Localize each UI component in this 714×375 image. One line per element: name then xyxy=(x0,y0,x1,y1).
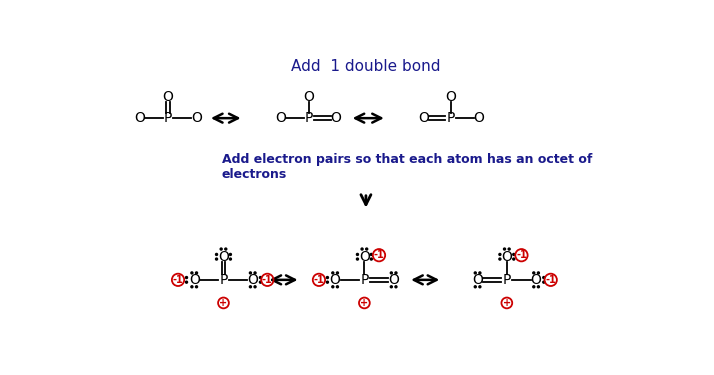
Text: O: O xyxy=(188,273,200,287)
Circle shape xyxy=(249,286,251,288)
Text: -1: -1 xyxy=(173,275,183,285)
Circle shape xyxy=(538,286,539,288)
Circle shape xyxy=(196,272,198,274)
Circle shape xyxy=(191,272,193,274)
Circle shape xyxy=(533,286,535,288)
Circle shape xyxy=(186,281,188,283)
Circle shape xyxy=(186,276,188,279)
Circle shape xyxy=(395,286,397,288)
Circle shape xyxy=(326,276,328,279)
Text: O: O xyxy=(473,111,485,125)
Circle shape xyxy=(191,286,193,288)
Text: O: O xyxy=(446,90,456,104)
Text: -1: -1 xyxy=(313,275,324,285)
Circle shape xyxy=(326,281,328,283)
Circle shape xyxy=(543,281,545,283)
Text: P: P xyxy=(164,111,172,125)
Text: -1: -1 xyxy=(373,250,384,260)
Circle shape xyxy=(371,254,372,255)
Text: O: O xyxy=(134,111,145,125)
Circle shape xyxy=(503,248,506,250)
Circle shape xyxy=(361,248,363,250)
Text: P: P xyxy=(305,111,313,125)
Text: +: + xyxy=(219,298,228,308)
Text: O: O xyxy=(218,250,229,264)
Text: P: P xyxy=(360,273,368,287)
Circle shape xyxy=(499,254,501,255)
Circle shape xyxy=(395,272,397,274)
Circle shape xyxy=(249,272,251,274)
Text: O: O xyxy=(331,111,341,125)
Text: O: O xyxy=(388,273,399,287)
Circle shape xyxy=(533,272,535,274)
Circle shape xyxy=(356,258,358,260)
Circle shape xyxy=(356,254,358,255)
Text: O: O xyxy=(247,273,258,287)
Circle shape xyxy=(332,286,334,288)
Text: O: O xyxy=(418,111,429,125)
Circle shape xyxy=(336,272,338,274)
Circle shape xyxy=(499,258,501,260)
Text: O: O xyxy=(472,273,483,287)
Circle shape xyxy=(216,254,218,255)
Circle shape xyxy=(508,248,510,250)
Circle shape xyxy=(538,272,539,274)
Text: O: O xyxy=(191,111,202,125)
Circle shape xyxy=(254,272,256,274)
Circle shape xyxy=(259,276,261,279)
Circle shape xyxy=(474,286,476,288)
Circle shape xyxy=(391,272,392,274)
Text: O: O xyxy=(359,250,370,264)
Circle shape xyxy=(391,286,392,288)
Circle shape xyxy=(254,286,256,288)
Text: -1: -1 xyxy=(516,250,527,260)
Text: Add electron pairs so that each atom has an octet of
electrons: Add electron pairs so that each atom has… xyxy=(222,153,593,181)
Text: +: + xyxy=(503,298,511,308)
Text: O: O xyxy=(330,273,341,287)
Text: O: O xyxy=(303,90,314,104)
Circle shape xyxy=(229,258,231,260)
Circle shape xyxy=(225,248,227,250)
Text: O: O xyxy=(531,273,541,287)
Circle shape xyxy=(336,286,338,288)
Text: P: P xyxy=(219,273,228,287)
Text: O: O xyxy=(501,250,512,264)
Circle shape xyxy=(479,272,481,274)
Circle shape xyxy=(366,248,368,250)
Circle shape xyxy=(196,286,198,288)
Text: O: O xyxy=(163,90,174,104)
Circle shape xyxy=(371,258,372,260)
Text: -1: -1 xyxy=(262,275,273,285)
Text: -1: -1 xyxy=(545,275,556,285)
Text: P: P xyxy=(446,111,455,125)
Circle shape xyxy=(259,281,261,283)
Circle shape xyxy=(543,276,545,279)
Circle shape xyxy=(229,254,231,255)
Circle shape xyxy=(216,258,218,260)
Text: O: O xyxy=(275,111,286,125)
Circle shape xyxy=(332,272,334,274)
Text: P: P xyxy=(503,273,511,287)
Text: +: + xyxy=(361,298,368,308)
Circle shape xyxy=(479,286,481,288)
Circle shape xyxy=(513,258,515,260)
Circle shape xyxy=(220,248,222,250)
Text: Add  1 double bond: Add 1 double bond xyxy=(291,59,441,74)
Circle shape xyxy=(474,272,476,274)
Circle shape xyxy=(513,254,515,255)
